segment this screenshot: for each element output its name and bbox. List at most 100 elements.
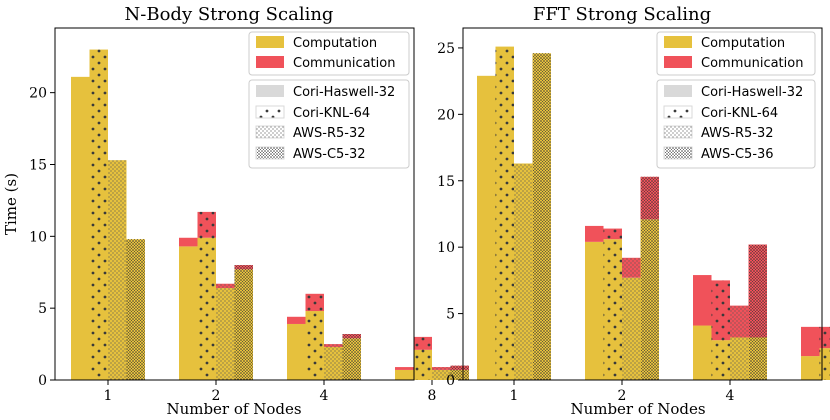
nbody-bar-1-0-computation (71, 76, 90, 381)
nbody-legend-communication-label: Communication (293, 56, 395, 71)
nbody-bar-4-1-hatch (305, 293, 324, 380)
nbody-axes-frame (54, 27, 415, 381)
nbody-bar-4-0-computation (287, 323, 306, 380)
nbody-bar-1-3-hatch (126, 239, 145, 380)
fft-platform-legend-box (656, 79, 816, 169)
nbody-y-tick-label-0: 0 (38, 373, 47, 389)
fft-bar-2-3-hatch (640, 176, 659, 380)
fft-legend-platform-2-swatch (663, 125, 693, 139)
nbody-y-tick-label-15: 15 (29, 157, 47, 173)
fft-legend-platform-0-swatch (664, 85, 692, 97)
fft-legend-platform-3-swatch (663, 146, 693, 160)
fft-bar-1-2-hatch (514, 163, 533, 380)
fft-legend-computation-label: Computation (701, 36, 785, 51)
nbody-bar-8-0-communication (395, 367, 414, 370)
nbody-bar-2-0-computation (179, 246, 198, 380)
nbody-platform-legend-box (248, 79, 410, 169)
fft-bar-1-0-computation (477, 75, 496, 380)
nbody-y-axis-label: Time (s) (2, 173, 20, 235)
nbody-x-tick-label-4: 4 (320, 388, 329, 404)
fft-bar-4-3-hatch (748, 244, 767, 380)
fft-legend-box (656, 31, 816, 76)
fft-axes-frame (462, 27, 823, 381)
fft-x-tick-label-2: 2 (618, 388, 627, 404)
nbody-bar-8-2-hatch (432, 367, 451, 380)
fft-bar-4-2-hatch (730, 305, 749, 380)
nbody-bar-1-2-hatch (108, 160, 127, 380)
nbody-legend-platform-3-label: AWS-C5-32 (293, 147, 366, 162)
nbody-bar-2-1-hatch (197, 211, 216, 380)
fft-y-tick-label-0: 0 (446, 373, 455, 389)
nbody-legend-computation-label: Computation (293, 36, 377, 51)
nbody-x-tick-label-2: 2 (212, 388, 221, 404)
nbody-legend-box (248, 31, 410, 76)
fft-y-tick-label-5: 5 (446, 307, 455, 323)
fft-y-tick-label-20: 20 (437, 107, 455, 123)
fft-bar-8-0-communication (801, 326, 820, 357)
fft-bars (477, 46, 830, 381)
nbody-legend-platform-1-swatch (255, 105, 285, 119)
fft-bar-2-1-hatch (603, 228, 622, 380)
nbody-bar-4-3-hatch (342, 334, 361, 380)
nbody-x-axis-label: Number of Nodes (166, 400, 301, 418)
nbody-legend-platform-0-swatch (256, 85, 284, 97)
fft-legend-platform-1-swatch (663, 105, 693, 119)
nbody-y-tick-label-20: 20 (29, 86, 47, 102)
fft-legend-platform-0-label: Cori-Haswell-32 (701, 85, 803, 100)
nbody-legend-platform-1-label: Cori-KNL-64 (293, 106, 370, 121)
fft-legend-communication-swatch (664, 56, 692, 68)
fft-bar-1-3-hatch (532, 53, 551, 381)
nbody-x-tick-label-8: 8 (428, 388, 437, 404)
nbody-bar-4-2-hatch (324, 344, 343, 380)
nbody-bar-2-3-hatch (234, 265, 253, 380)
fft-x-axis-label: Number of Nodes (570, 400, 705, 418)
fft-y-axis: 0 5 10 15 20 25 (437, 41, 463, 389)
nbody-bar-8-0-computation (395, 369, 414, 380)
nbody-legend-computation-swatch (256, 36, 284, 48)
nbody-legend-platform-2-label: AWS-R5-32 (293, 126, 366, 141)
fft-x-tick-label-4: 4 (726, 388, 735, 404)
fft-y-tick-label-15: 15 (437, 174, 455, 190)
nbody-bar-4-0-communication (287, 316, 306, 324)
fft-legend-platform-1-label: Cori-KNL-64 (701, 106, 778, 121)
nbody-legend-platform-2-swatch (255, 125, 285, 139)
fft-bar-1-1-hatch (495, 46, 514, 381)
nbody-chart-title: N-Body Strong Scaling (125, 4, 334, 25)
fft-y-tick-label-10: 10 (437, 240, 455, 256)
fft-legend-communication-label: Communication (701, 56, 803, 71)
nbody-y-tick-label-5: 5 (38, 301, 47, 317)
nbody-legend-platform-3-swatch (255, 146, 285, 160)
nbody-y-axis: 0 5 10 15 20 (29, 86, 55, 389)
nbody-bar-1-1-hatch (89, 49, 108, 380)
nbody-legend-components: Computation Communication (248, 31, 410, 76)
fft-bar-8-1-hatch (819, 326, 830, 380)
fft-bar-2-0-computation (585, 241, 604, 380)
nbody-bar-8-3-hatch (450, 365, 469, 380)
nbody-y-tick-label-10: 10 (29, 229, 47, 245)
nbody-legend-communication-swatch (256, 56, 284, 68)
fft-legend-computation-swatch (664, 36, 692, 48)
fft-legend-platform-3-label: AWS-C5-36 (701, 147, 774, 162)
fft-legend-platform-2-label: AWS-R5-32 (701, 126, 774, 141)
fft-bar-2-2-hatch (622, 257, 641, 380)
nbody-bar-2-2-hatch (216, 283, 235, 380)
nbody-x-axis: 1 2 4 8 (104, 380, 437, 404)
fft-bar-8-0-computation (801, 356, 820, 380)
fft-bar-4-1-hatch (711, 280, 730, 380)
fft-chart-title: FFT Strong Scaling (533, 4, 711, 25)
fft-y-tick-label-25: 25 (437, 41, 455, 57)
nbody-legend-platform-0-label: Cori-Haswell-32 (293, 85, 395, 100)
nbody-x-tick-label-1: 1 (104, 388, 113, 404)
fft-bar-4-0-communication (693, 275, 712, 326)
nbody-bar-8-1-hatch (413, 336, 432, 380)
fft-bar-2-0-communication (585, 225, 604, 242)
fft-legend-components: Computation Communication (656, 31, 816, 76)
fft-bar-4-0-computation (693, 325, 712, 380)
fft-legend-platforms: Cori-Haswell-32 Cori-KNL-64 AWS-R5-32 AW… (656, 79, 816, 169)
nbody-legend-platforms: Cori-Haswell-32 Cori-KNL-64 AWS-R5-32 AW… (248, 79, 410, 169)
nbody-bar-2-0-communication (179, 237, 198, 247)
